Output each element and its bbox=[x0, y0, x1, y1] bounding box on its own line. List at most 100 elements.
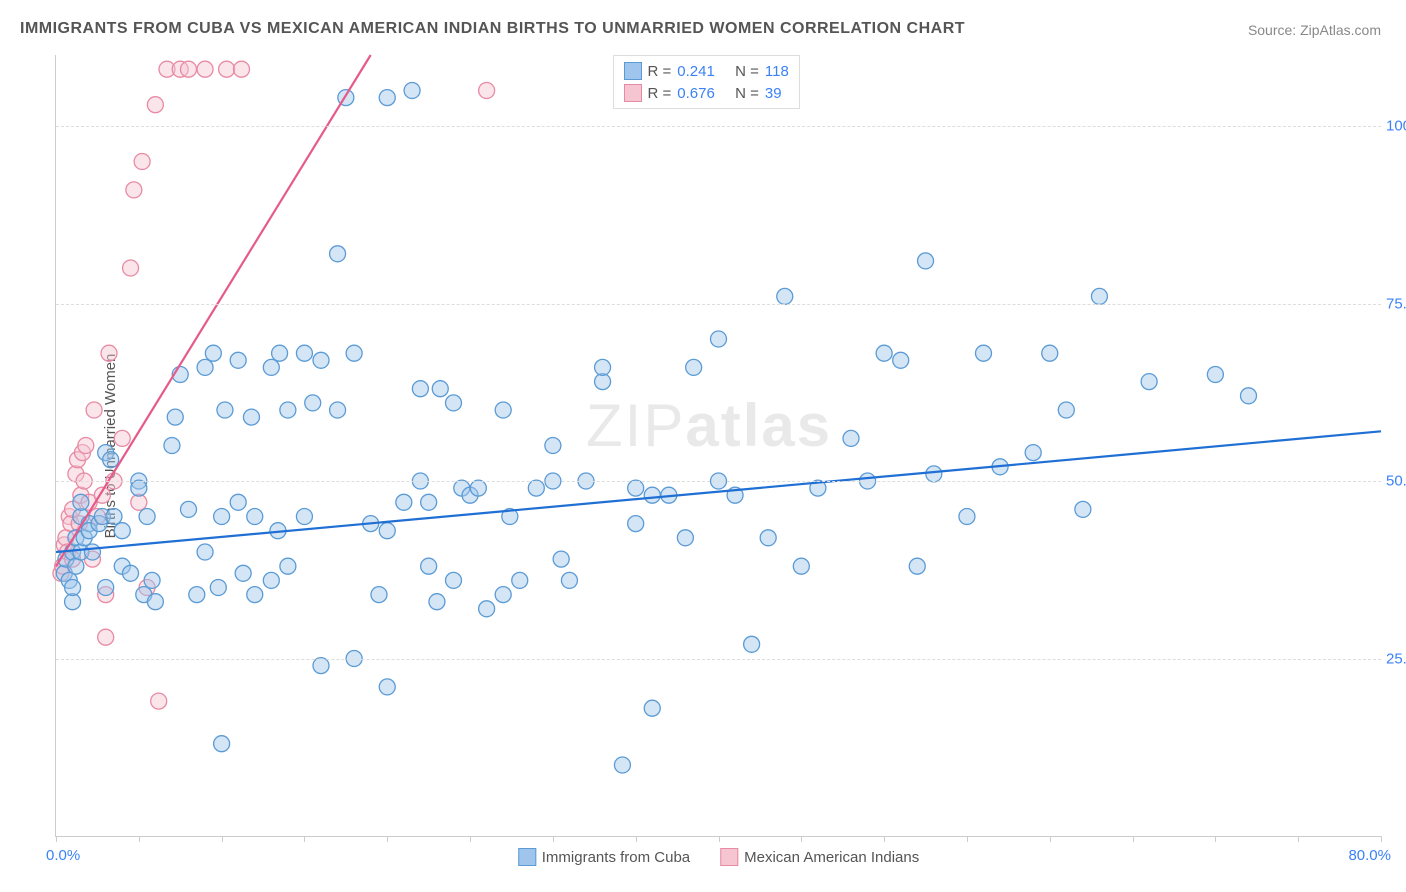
scatter-point bbox=[103, 452, 119, 468]
scatter-point bbox=[84, 544, 100, 560]
xtick bbox=[1381, 836, 1382, 842]
scatter-point bbox=[131, 480, 147, 496]
trend-line bbox=[56, 431, 1381, 552]
scatter-point bbox=[330, 246, 346, 262]
stats-swatch-blue bbox=[624, 62, 642, 80]
scatter-point bbox=[272, 345, 288, 361]
scatter-point bbox=[189, 587, 205, 603]
scatter-point bbox=[263, 572, 279, 588]
scatter-point bbox=[123, 565, 139, 581]
n-value-1: 118 bbox=[765, 63, 789, 80]
scatter-point bbox=[429, 594, 445, 610]
scatter-point bbox=[147, 97, 163, 113]
scatter-point bbox=[98, 629, 114, 645]
xtick bbox=[1050, 836, 1051, 842]
scatter-point bbox=[628, 480, 644, 496]
scatter-point bbox=[126, 182, 142, 198]
scatter-point bbox=[777, 288, 793, 304]
scatter-point bbox=[197, 61, 213, 77]
scatter-point bbox=[479, 83, 495, 99]
xtick bbox=[56, 836, 57, 842]
scatter-point bbox=[234, 61, 250, 77]
scatter-point bbox=[644, 487, 660, 503]
scatter-point bbox=[976, 345, 992, 361]
scatter-point bbox=[263, 359, 279, 375]
scatter-point bbox=[404, 83, 420, 99]
legend-bottom: Immigrants from Cuba Mexican American In… bbox=[518, 848, 919, 866]
scatter-point bbox=[396, 494, 412, 510]
scatter-point bbox=[1042, 345, 1058, 361]
trend-line bbox=[56, 55, 371, 566]
scatter-point bbox=[495, 587, 511, 603]
xtick bbox=[636, 836, 637, 842]
legend-label-2: Mexican American Indians bbox=[744, 849, 919, 866]
scatter-point bbox=[446, 395, 462, 411]
scatter-point bbox=[421, 494, 437, 510]
stats-row-1: R = 0.241 N = 118 bbox=[624, 60, 789, 82]
scatter-point bbox=[65, 580, 81, 596]
scatter-point bbox=[114, 430, 130, 446]
scatter-point bbox=[1075, 501, 1091, 517]
xtick bbox=[801, 836, 802, 842]
scatter-point bbox=[197, 359, 213, 375]
scatter-point bbox=[230, 352, 246, 368]
scatter-point bbox=[86, 402, 102, 418]
scatter-point bbox=[219, 61, 235, 77]
xtick bbox=[967, 836, 968, 842]
r-value-2: 0.676 bbox=[677, 85, 715, 102]
legend-label-1: Immigrants from Cuba bbox=[542, 849, 690, 866]
xtick bbox=[553, 836, 554, 842]
n-value-2: 39 bbox=[765, 85, 782, 102]
scatter-point bbox=[139, 509, 155, 525]
scatter-point bbox=[217, 402, 233, 418]
scatter-point bbox=[893, 352, 909, 368]
r-value-1: 0.241 bbox=[677, 63, 715, 80]
scatter-point bbox=[561, 572, 577, 588]
scatter-point bbox=[235, 565, 251, 581]
scatter-point bbox=[479, 601, 495, 617]
scatter-point bbox=[134, 154, 150, 170]
scatter-point bbox=[379, 523, 395, 539]
scatter-point bbox=[1058, 402, 1074, 418]
scatter-point bbox=[432, 381, 448, 397]
scatter-point bbox=[744, 636, 760, 652]
scatter-point bbox=[1241, 388, 1257, 404]
stats-row-2: R = 0.676 N = 39 bbox=[624, 82, 789, 104]
scatter-point bbox=[686, 359, 702, 375]
scatter-point bbox=[313, 658, 329, 674]
scatter-point bbox=[379, 90, 395, 106]
xtick bbox=[719, 836, 720, 842]
scatter-point bbox=[421, 558, 437, 574]
gridline-h bbox=[56, 304, 1381, 305]
scatter-point bbox=[843, 430, 859, 446]
scatter-point bbox=[78, 438, 94, 454]
scatter-point bbox=[495, 402, 511, 418]
n-label: N = bbox=[735, 85, 759, 102]
ytick-label: 25.0% bbox=[1386, 650, 1406, 667]
scatter-point bbox=[876, 345, 892, 361]
scatter-point bbox=[73, 494, 89, 510]
scatter-point bbox=[1091, 288, 1107, 304]
scatter-point bbox=[164, 438, 180, 454]
scatter-point bbox=[1025, 445, 1041, 461]
x-axis-max-label: 80.0% bbox=[1348, 847, 1391, 864]
source-label: Source: ZipAtlas.com bbox=[1248, 22, 1381, 38]
gridline-h bbox=[56, 481, 1381, 482]
scatter-point bbox=[313, 352, 329, 368]
scatter-point bbox=[1207, 367, 1223, 383]
scatter-point bbox=[918, 253, 934, 269]
ytick-label: 75.0% bbox=[1386, 295, 1406, 312]
scatter-point bbox=[553, 551, 569, 567]
legend-swatch-pink bbox=[720, 848, 738, 866]
scatter-point bbox=[371, 587, 387, 603]
scatter-point bbox=[147, 594, 163, 610]
scatter-point bbox=[167, 409, 183, 425]
legend-item-2: Mexican American Indians bbox=[720, 848, 919, 866]
ytick-label: 50.0% bbox=[1386, 473, 1406, 490]
scatter-point bbox=[1141, 374, 1157, 390]
scatter-point bbox=[595, 359, 611, 375]
legend-swatch-blue bbox=[518, 848, 536, 866]
r-label: R = bbox=[648, 85, 672, 102]
stats-swatch-pink bbox=[624, 84, 642, 102]
scatter-point bbox=[123, 260, 139, 276]
